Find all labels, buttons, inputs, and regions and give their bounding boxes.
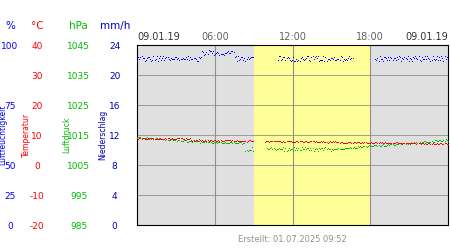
Text: 8: 8 — [112, 162, 117, 171]
Text: %: % — [5, 21, 15, 31]
Text: 12: 12 — [109, 132, 121, 141]
Text: 10: 10 — [31, 132, 43, 141]
Text: 1025: 1025 — [68, 102, 90, 111]
Text: 985: 985 — [70, 222, 87, 231]
Text: 40: 40 — [31, 42, 43, 51]
Text: 0: 0 — [112, 222, 117, 231]
Text: °C: °C — [31, 21, 43, 31]
Text: Niederschlag: Niederschlag — [98, 110, 107, 160]
Text: 100: 100 — [1, 42, 18, 51]
Text: 995: 995 — [70, 192, 87, 201]
Text: Erstellt: 01.07.2025 09:52: Erstellt: 01.07.2025 09:52 — [238, 236, 347, 244]
Text: 12:00: 12:00 — [279, 32, 306, 42]
Text: 0: 0 — [34, 162, 40, 171]
Text: 30: 30 — [31, 72, 43, 81]
Text: mm/h: mm/h — [99, 21, 130, 31]
Text: 20: 20 — [31, 102, 43, 111]
Text: 0: 0 — [7, 222, 13, 231]
Text: 1045: 1045 — [68, 42, 90, 51]
Text: Temperatur: Temperatur — [22, 113, 31, 157]
Text: 1015: 1015 — [67, 132, 90, 141]
Text: Luftdruck: Luftdruck — [62, 117, 71, 153]
Text: 09.01.19: 09.01.19 — [137, 32, 180, 42]
Text: hPa: hPa — [69, 21, 88, 31]
Text: 09.01.19: 09.01.19 — [405, 32, 448, 42]
Text: 16: 16 — [109, 102, 121, 111]
Text: 75: 75 — [4, 102, 16, 111]
Text: 1005: 1005 — [67, 162, 90, 171]
Text: 50: 50 — [4, 162, 16, 171]
Text: 24: 24 — [109, 42, 121, 51]
Bar — [254, 45, 370, 225]
Text: -10: -10 — [30, 192, 44, 201]
Text: 20: 20 — [109, 72, 121, 81]
Text: 06:00: 06:00 — [201, 32, 229, 42]
Text: 25: 25 — [4, 192, 16, 201]
Text: 1035: 1035 — [67, 72, 90, 81]
Text: Luftfeuchtigkeit: Luftfeuchtigkeit — [0, 105, 8, 165]
Text: 4: 4 — [112, 192, 117, 201]
Text: -20: -20 — [30, 222, 44, 231]
Text: 18:00: 18:00 — [356, 32, 384, 42]
